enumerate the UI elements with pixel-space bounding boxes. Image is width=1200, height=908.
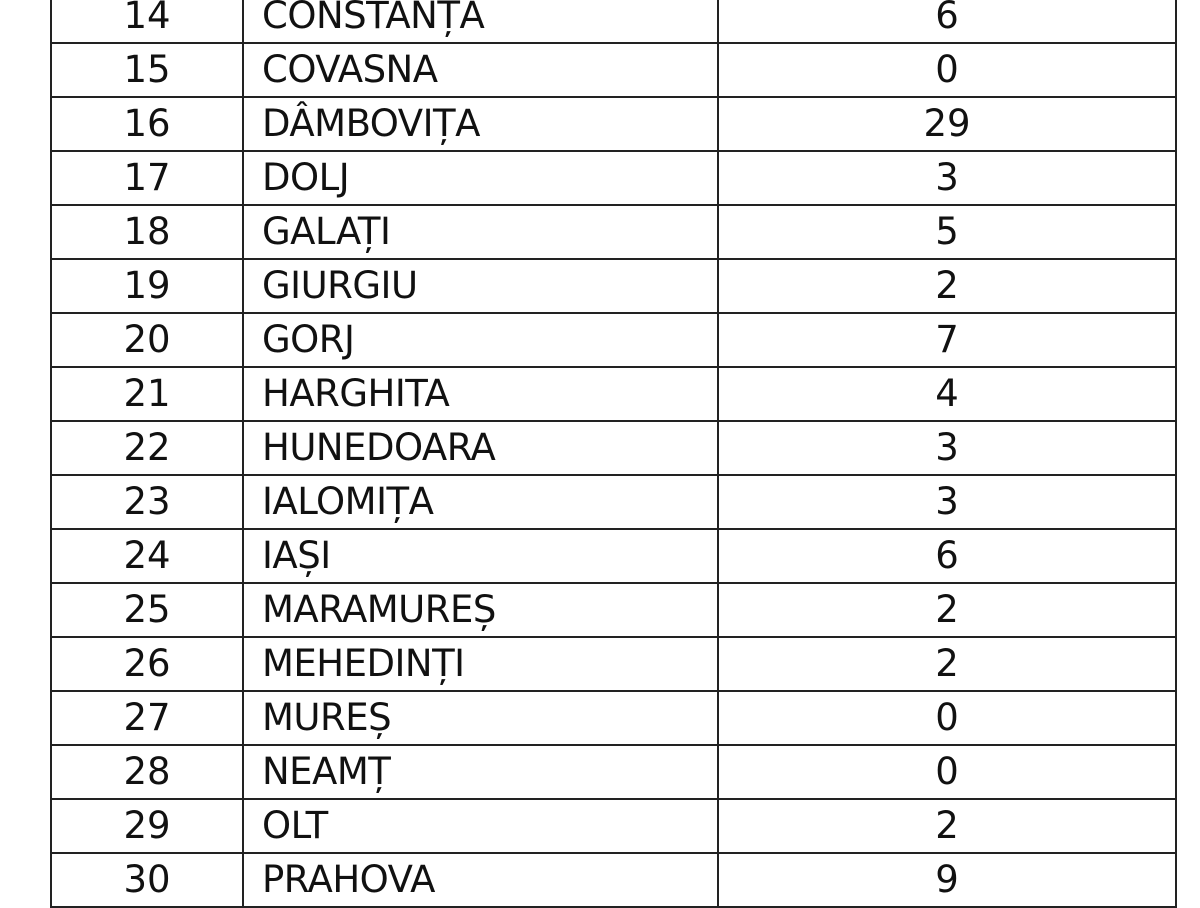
county-name-cell: MEHEDINȚI <box>242 636 719 692</box>
row-number-cell: 15 <box>50 42 244 98</box>
value-cell: 3 <box>717 474 1177 530</box>
table-row: 28 NEAMȚ 0 <box>50 744 1177 800</box>
county-name-cell: IALOMIȚA <box>242 474 719 530</box>
value-cell: 9 <box>717 852 1177 908</box>
value-cell: 0 <box>717 744 1177 800</box>
county-name-cell: HARGHITA <box>242 366 719 422</box>
row-number-cell: 18 <box>50 204 244 260</box>
value-cell: 0 <box>717 42 1177 98</box>
table-row: 19 GIURGIU 2 <box>50 258 1177 314</box>
value-cell: 3 <box>717 420 1177 476</box>
row-number-cell: 29 <box>50 798 244 854</box>
row-number-cell: 27 <box>50 690 244 746</box>
county-name-cell: GORJ <box>242 312 719 368</box>
value-cell: 2 <box>717 258 1177 314</box>
county-name-cell: HUNEDOARA <box>242 420 719 476</box>
value-cell: 29 <box>717 96 1177 152</box>
table-row: 27 MUREȘ 0 <box>50 690 1177 746</box>
county-name-cell: COVASNA <box>242 42 719 98</box>
table-row: 26 MEHEDINȚI 2 <box>50 636 1177 692</box>
table-row: 30 PRAHOVA 9 <box>50 852 1177 908</box>
county-name-cell: CONSTANȚA <box>242 0 719 44</box>
county-table-container: 14 CONSTANȚA 6 15 COVASNA 0 16 DÂMBOVIȚA 29 17 DOL… <box>50 0 1177 908</box>
row-number-cell: 17 <box>50 150 244 206</box>
row-number-cell: 30 <box>50 852 244 908</box>
value-cell: 6 <box>717 528 1177 584</box>
table-row: 25 MARAMUREȘ 2 <box>50 582 1177 638</box>
table-row: 17 DOLJ 3 <box>50 150 1177 206</box>
row-number-cell: 21 <box>50 366 244 422</box>
table-row: 23 IALOMIȚA 3 <box>50 474 1177 530</box>
row-number-cell: 28 <box>50 744 244 800</box>
county-name-cell: NEAMȚ <box>242 744 719 800</box>
value-cell: 2 <box>717 636 1177 692</box>
value-cell: 3 <box>717 150 1177 206</box>
county-name-cell: GIURGIU <box>242 258 719 314</box>
row-number-cell: 25 <box>50 582 244 638</box>
row-number-cell: 20 <box>50 312 244 368</box>
table-row: 22 HUNEDOARA 3 <box>50 420 1177 476</box>
value-cell: 6 <box>717 0 1177 44</box>
table-row: 15 COVASNA 0 <box>50 42 1177 98</box>
table-row: 16 DÂMBOVIȚA 29 <box>50 96 1177 152</box>
county-name-cell: IAȘI <box>242 528 719 584</box>
table-row: 20 GORJ 7 <box>50 312 1177 368</box>
county-name-cell: OLT <box>242 798 719 854</box>
table-body: 14 CONSTANȚA 6 15 COVASNA 0 16 DÂMBOVIȚA 29 17 DOL… <box>50 0 1177 908</box>
table-row: 29 OLT 2 <box>50 798 1177 854</box>
table-row: 21 HARGHITA 4 <box>50 366 1177 422</box>
row-number-cell: 22 <box>50 420 244 476</box>
county-name-cell: MUREȘ <box>242 690 719 746</box>
county-name-cell: PRAHOVA <box>242 852 719 908</box>
row-number-cell: 14 <box>50 0 244 44</box>
value-cell: 5 <box>717 204 1177 260</box>
table-row: 14 CONSTANȚA 6 <box>50 0 1177 44</box>
county-table: 14 CONSTANȚA 6 15 COVASNA 0 16 DÂMBOVIȚA 29 17 DOL… <box>50 0 1177 908</box>
county-name-cell: MARAMUREȘ <box>242 582 719 638</box>
row-number-cell: 16 <box>50 96 244 152</box>
value-cell: 0 <box>717 690 1177 746</box>
county-name-cell: GALAȚI <box>242 204 719 260</box>
row-number-cell: 19 <box>50 258 244 314</box>
row-number-cell: 24 <box>50 528 244 584</box>
value-cell: 4 <box>717 366 1177 422</box>
table-row: 24 IAȘI 6 <box>50 528 1177 584</box>
county-name-cell: DOLJ <box>242 150 719 206</box>
county-name-cell: DÂMBOVIȚA <box>242 96 719 152</box>
row-number-cell: 26 <box>50 636 244 692</box>
row-number-cell: 23 <box>50 474 244 530</box>
value-cell: 2 <box>717 798 1177 854</box>
value-cell: 2 <box>717 582 1177 638</box>
value-cell: 7 <box>717 312 1177 368</box>
table-row: 18 GALAȚI 5 <box>50 204 1177 260</box>
